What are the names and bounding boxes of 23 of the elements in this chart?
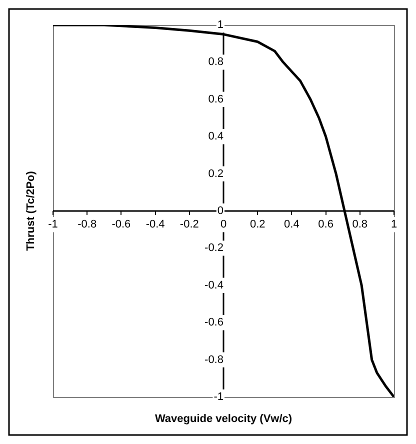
y-tick-label: -0.6 [204, 316, 224, 329]
y-tick-label: 0.4 [208, 130, 224, 143]
x-tick-label: -1 [48, 218, 58, 231]
y-tick-label: 0.6 [208, 93, 224, 106]
y-tick-label: -0.2 [204, 242, 224, 254]
y-axis-title: Thrust (Tc/2Po) [25, 170, 38, 251]
y-tick-label: -0.8 [204, 354, 224, 366]
y-tick-label: -0.4 [204, 279, 224, 292]
y-tick-label: 1 [217, 19, 224, 32]
y-tick-label: 0.8 [208, 56, 224, 68]
x-tick-label: -0.4 [146, 218, 165, 231]
y-tick-label: -1 [214, 391, 224, 404]
x-tick-label: 0.2 [250, 218, 266, 231]
y-tick-label: 0 [217, 205, 224, 218]
x-axis-title: Waveguide velocity (Vw/c) [154, 413, 292, 426]
x-tick-label: 0.4 [284, 218, 300, 231]
x-tick-label: -0.8 [78, 218, 97, 231]
x-tick-label: -0.2 [180, 218, 199, 231]
x-tick-label: -0.6 [112, 218, 131, 231]
x-tick-label: 1 [390, 218, 398, 231]
x-tick-label: 0.8 [352, 218, 368, 231]
y-tick-label: 0.2 [208, 168, 224, 180]
x-tick-label: 0.6 [318, 218, 334, 231]
